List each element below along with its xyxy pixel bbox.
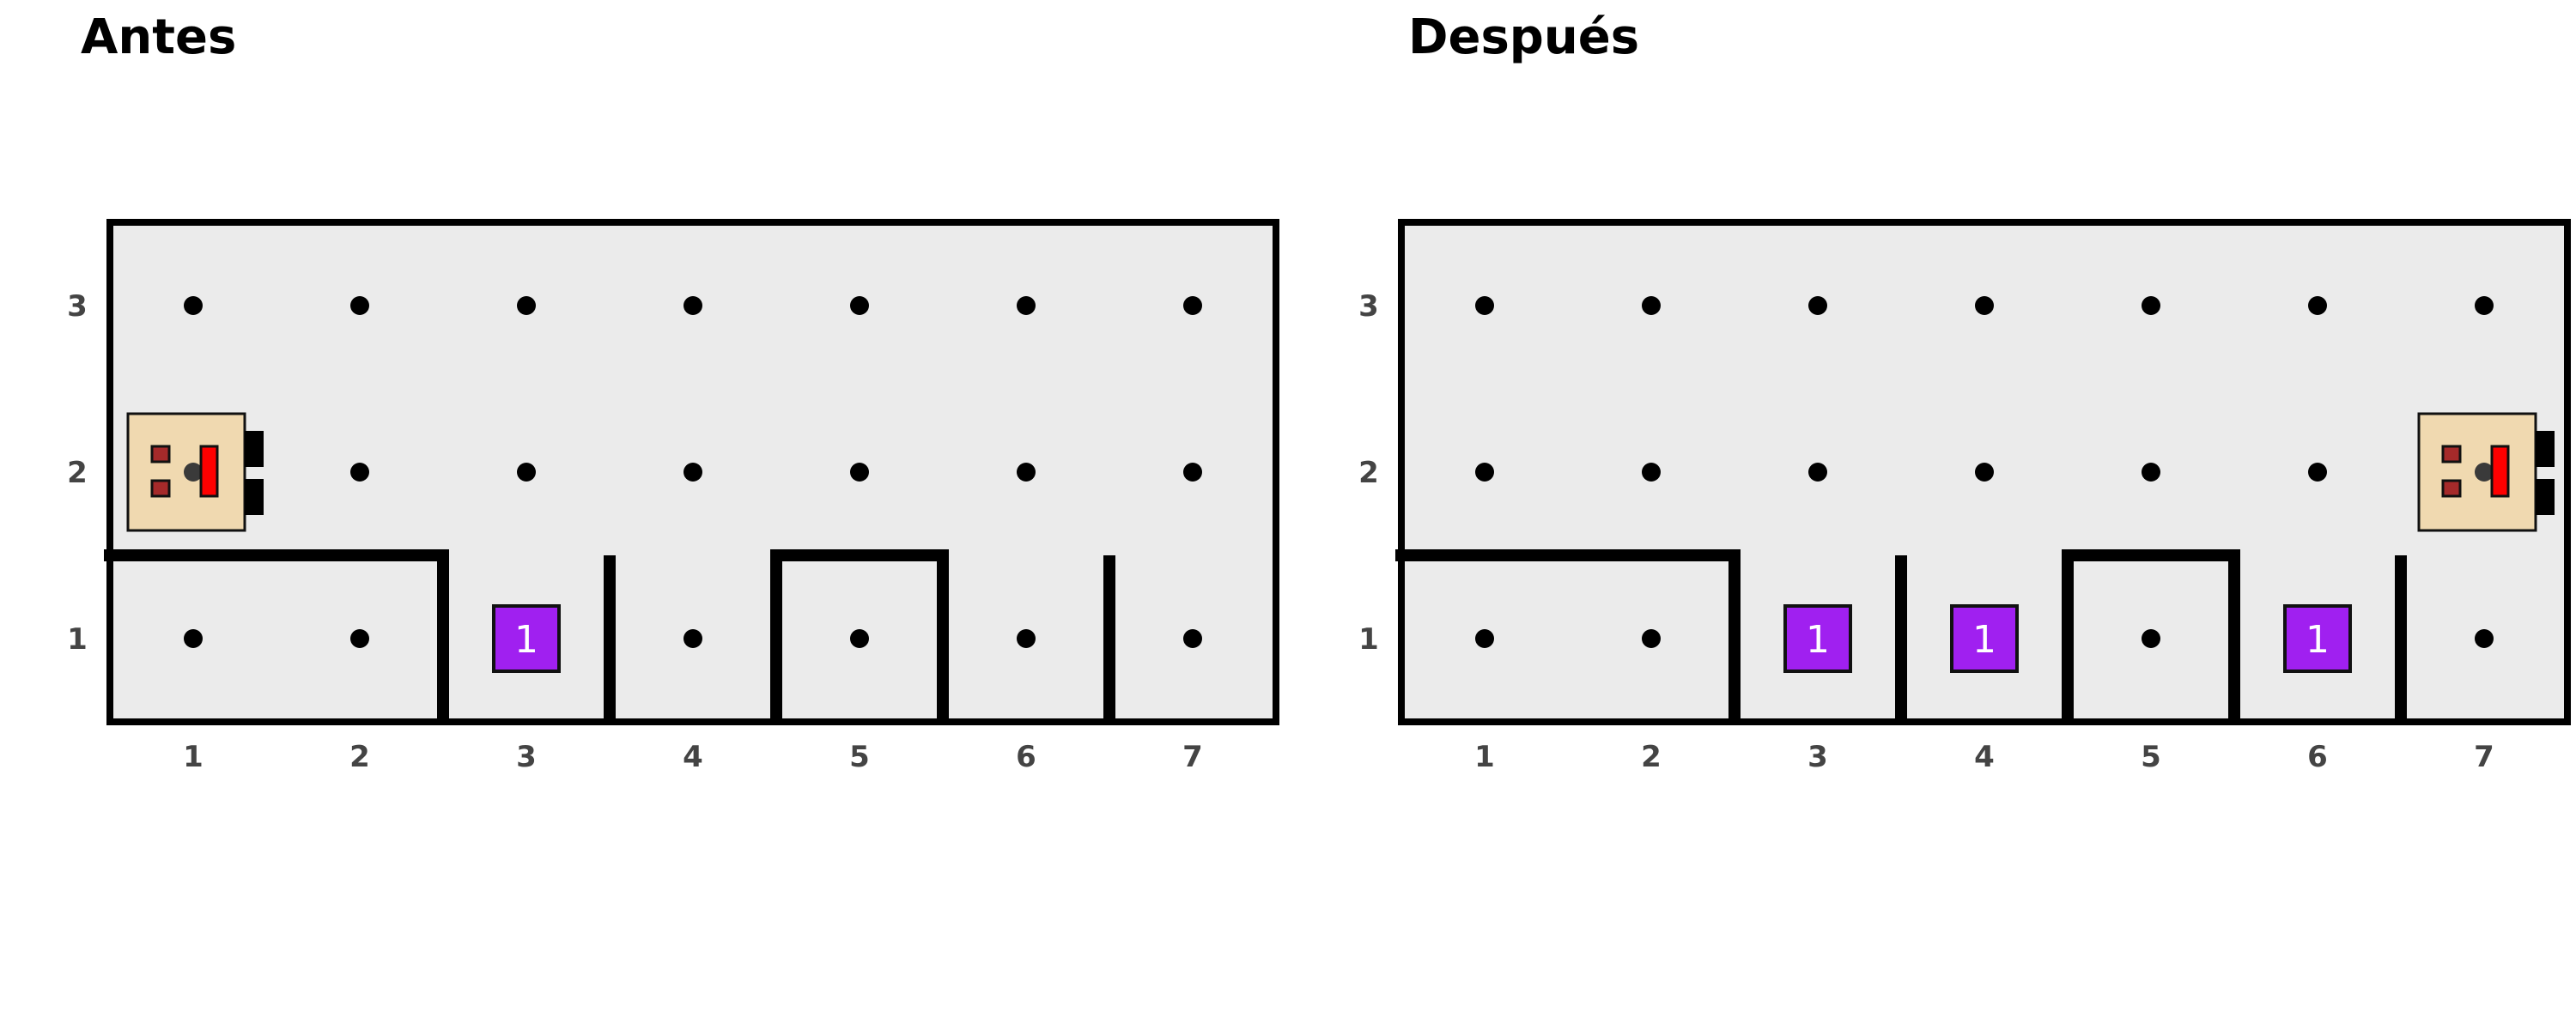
y-tick-label: 1 <box>1358 622 1379 657</box>
intersection-dot <box>2308 463 2327 482</box>
intersection-dot <box>350 296 369 315</box>
x-tick-label: 5 <box>849 740 870 774</box>
x-tick-label: 2 <box>1641 740 1662 774</box>
world-border <box>1398 219 2571 725</box>
x-tick-label: 3 <box>516 740 537 774</box>
world-before: 1 1 2 3 4 5 6 7 1 2 3 <box>67 219 1279 774</box>
beeper-square <box>492 604 561 673</box>
robot-eye <box>150 479 171 498</box>
intersection-dot <box>683 463 702 482</box>
x-tick-label: 4 <box>1974 740 1995 774</box>
robot-direction-bar <box>2490 445 2510 498</box>
robot-eye <box>2441 479 2462 498</box>
intersection-dot <box>1475 463 1494 482</box>
x-tick-label: 2 <box>349 740 370 774</box>
robot-icon <box>126 412 264 532</box>
intersection-dot <box>2142 463 2160 482</box>
beeper-square <box>1783 604 1852 673</box>
intersection-dot <box>2142 629 2160 648</box>
x-tick-label: 3 <box>1807 740 1828 774</box>
y-tick-label: 2 <box>67 456 88 490</box>
robot-wheel <box>245 479 264 515</box>
robot-eye <box>2441 445 2462 464</box>
robot-center-dot <box>2475 463 2494 482</box>
intersection-dot <box>1017 629 1036 648</box>
beeper-count: 1 <box>514 618 538 662</box>
intersection-dot <box>350 629 369 648</box>
intersection-dot <box>1475 296 1494 315</box>
beeper-marker: 1 <box>1783 604 1852 673</box>
y-tick-label: 3 <box>67 289 88 324</box>
intersection-dot <box>683 296 702 315</box>
robot-center-dot <box>184 463 203 482</box>
intersection-dot <box>850 463 869 482</box>
intersection-dot <box>1808 463 1827 482</box>
intersection-dot <box>517 463 536 482</box>
robot-wheel <box>2536 431 2555 467</box>
world-after: 1 1 1 1 2 3 4 5 6 7 1 2 3 <box>1358 219 2571 774</box>
robot-wheel <box>2536 479 2555 515</box>
intersection-dot <box>1642 629 1661 648</box>
beeper-marker: 1 <box>1950 604 2019 673</box>
x-tick-label: 6 <box>1016 740 1036 774</box>
robot-eye <box>150 445 171 464</box>
intersection-dot <box>2142 296 2160 315</box>
intersection-dot <box>683 629 702 648</box>
intersection-dot <box>1642 463 1661 482</box>
robot-wheel <box>245 431 264 467</box>
x-tick-label: 7 <box>1182 740 1203 774</box>
x-tick-label: 7 <box>2474 740 2494 774</box>
x-tick-label: 5 <box>2141 740 2161 774</box>
y-tick-label: 3 <box>1358 289 1379 324</box>
intersection-dot <box>1975 296 1994 315</box>
intersection-dot <box>1808 296 1827 315</box>
intersection-dot <box>2475 629 2494 648</box>
intersection-dot <box>350 463 369 482</box>
beeper-count: 1 <box>2306 618 2330 662</box>
panel-title-before: Antes <box>81 9 237 65</box>
intersection-dot <box>184 629 203 648</box>
intersection-dot <box>1017 296 1036 315</box>
intersection-dot <box>1183 296 1202 315</box>
beeper-marker: 1 <box>492 604 561 673</box>
beeper-count: 1 <box>1806 618 1830 662</box>
intersection-dot <box>1183 463 1202 482</box>
intersection-dot <box>850 296 869 315</box>
robot-direction-bar <box>199 445 219 498</box>
intersection-dot <box>850 629 869 648</box>
y-tick-label: 1 <box>67 622 88 657</box>
intersection-dot <box>1642 296 1661 315</box>
intersection-dot <box>1017 463 1036 482</box>
intersection-dot <box>2308 296 2327 315</box>
beeper-square <box>1950 604 2019 673</box>
x-tick-label: 1 <box>1474 740 1495 774</box>
world-border <box>106 219 1279 725</box>
x-tick-label: 6 <box>2307 740 2328 774</box>
beeper-square <box>2283 604 2352 673</box>
beeper-count: 1 <box>1972 618 1996 662</box>
intersection-dot <box>1183 629 1202 648</box>
robot-icon <box>2417 412 2555 532</box>
intersection-dot <box>1975 463 1994 482</box>
panel-title-after: Después <box>1408 9 1640 65</box>
intersection-dot <box>2475 296 2494 315</box>
intersection-dot <box>1475 629 1494 648</box>
x-tick-label: 1 <box>183 740 204 774</box>
y-tick-label: 2 <box>1358 456 1379 490</box>
intersection-dot <box>517 296 536 315</box>
x-tick-label: 4 <box>683 740 703 774</box>
intersection-dot <box>184 296 203 315</box>
beeper-marker: 1 <box>2283 604 2352 673</box>
